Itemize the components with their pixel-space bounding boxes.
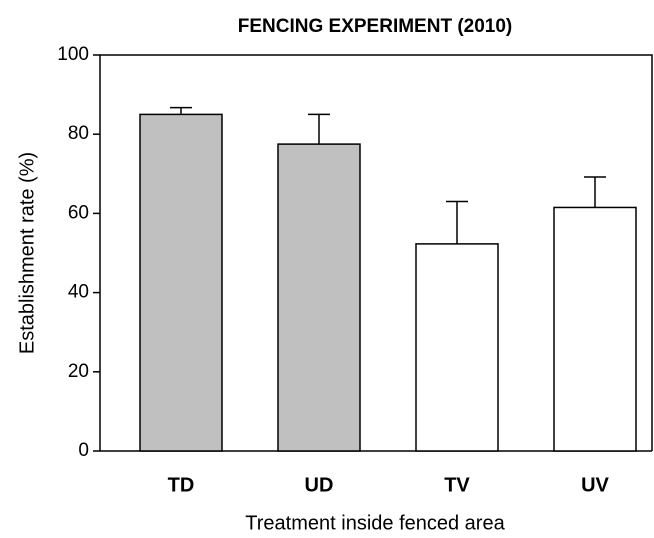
y-tick-label: 80 bbox=[68, 123, 89, 144]
bar bbox=[553, 206, 637, 452]
y-tick-label: 0 bbox=[78, 440, 89, 461]
chart-title: FENCING EXPERIMENT (2010) bbox=[238, 16, 513, 37]
y-tick-label: 20 bbox=[68, 361, 89, 382]
x-tick-label: TV bbox=[444, 474, 470, 496]
y-tick-label: 60 bbox=[68, 202, 89, 223]
y-tick-label: 100 bbox=[57, 44, 89, 65]
x-tick-label: TD bbox=[168, 474, 195, 496]
y-axis-label: Establishment rate (%) bbox=[16, 152, 38, 354]
bar bbox=[139, 113, 223, 452]
x-tick-label: UV bbox=[581, 474, 609, 496]
bar bbox=[277, 143, 361, 452]
bar bbox=[415, 243, 499, 452]
y-tick-label: 40 bbox=[68, 282, 89, 303]
x-axis-label: Treatment inside fenced area bbox=[245, 512, 505, 534]
x-tick-label: UD bbox=[305, 474, 334, 496]
plot-frame bbox=[99, 54, 653, 451]
